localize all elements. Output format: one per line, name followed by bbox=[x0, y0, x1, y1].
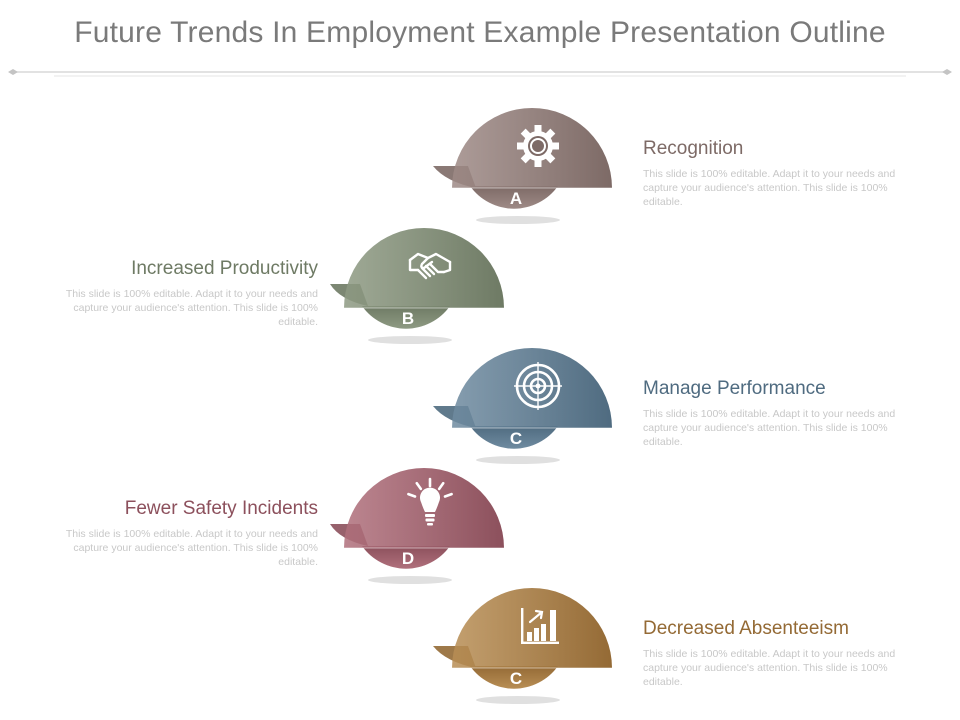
title-divider bbox=[8, 69, 952, 77]
step-label: Fewer Safety Incidents bbox=[124, 498, 318, 519]
step-label: Decreased Absenteeism bbox=[643, 618, 849, 639]
step-description: This slide is 100% editable. Adapt it to… bbox=[643, 168, 896, 208]
step-letter: A bbox=[510, 189, 522, 208]
step-letter: C bbox=[510, 429, 522, 448]
step-description: This slide is 100% editable. Adapt it to… bbox=[643, 408, 896, 448]
step-description: This slide is 100% editable. Adapt it to… bbox=[65, 288, 318, 328]
step-letter: D bbox=[402, 549, 414, 568]
step-description: This slide is 100% editable. Adapt it to… bbox=[65, 528, 318, 568]
step-letter: B bbox=[402, 309, 414, 328]
step-label: Manage Performance bbox=[643, 378, 826, 399]
step-label: Recognition bbox=[643, 138, 744, 159]
handshake-icon bbox=[408, 252, 452, 280]
gear-icon bbox=[517, 125, 559, 167]
step-description: This slide is 100% editable. Adapt it to… bbox=[643, 648, 896, 688]
step-letter: C bbox=[510, 669, 522, 688]
target-icon bbox=[514, 362, 562, 410]
slide-title: Future Trends In Employment Example Pres… bbox=[74, 16, 886, 49]
lightbulb-icon bbox=[407, 477, 453, 526]
bar-chart-icon bbox=[521, 608, 559, 644]
step-label: Increased Productivity bbox=[131, 258, 318, 279]
